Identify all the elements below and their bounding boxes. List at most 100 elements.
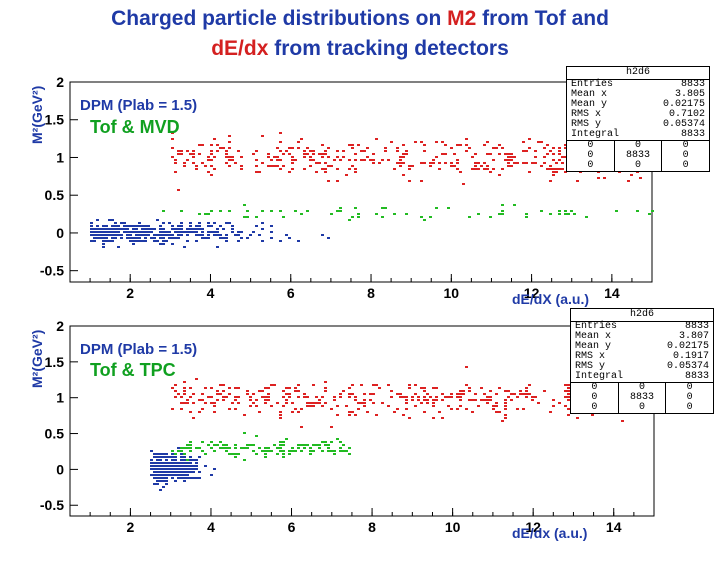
scatter-point	[111, 219, 114, 221]
scatter-point	[270, 159, 273, 161]
scatter-point	[450, 162, 453, 164]
scatter-point	[228, 447, 231, 449]
scatter-point	[420, 162, 423, 164]
scatter-point	[183, 468, 186, 470]
scatter-point	[138, 222, 141, 224]
scatter-point	[282, 450, 285, 452]
scatter-point	[177, 474, 180, 476]
scatter-point	[564, 144, 567, 146]
scatter-point	[549, 180, 552, 182]
scatter-point	[192, 156, 195, 158]
scatter-point	[363, 393, 366, 395]
scatter-point	[210, 225, 213, 227]
scatter-point	[234, 444, 237, 446]
stats-row: Integral 8833	[567, 130, 709, 140]
scatter-point	[558, 210, 561, 212]
scatter-point	[168, 231, 171, 233]
plot-frame	[69, 325, 655, 517]
tick-labels: -0.5 0 0.5 1 1.5 2 2 4 6 8 10 12 14	[40, 318, 622, 535]
scatter-point	[135, 240, 138, 242]
stats-grid-cell: 0	[567, 141, 615, 151]
scatter-point	[552, 405, 555, 407]
scatter-point	[300, 426, 303, 428]
scatter-point	[168, 468, 171, 470]
scatter-point	[522, 141, 525, 143]
scatter-point	[408, 417, 411, 419]
scatter-point	[315, 402, 318, 404]
scatter-point	[117, 246, 120, 248]
scatter-point	[306, 444, 309, 446]
scatter-point	[402, 162, 405, 164]
scatter-point	[195, 231, 198, 233]
scatter-point	[324, 387, 327, 389]
scatter-point	[258, 411, 261, 413]
scatter-point	[504, 402, 507, 404]
scatter-point	[294, 159, 297, 161]
scatter-point	[168, 234, 171, 236]
scatter-point	[558, 168, 561, 170]
scatter-point	[222, 399, 225, 401]
scatter-point	[354, 159, 357, 161]
scatter-point	[504, 405, 507, 407]
scatter-point	[546, 153, 549, 155]
scatter-point	[147, 234, 150, 236]
scatter-point	[225, 156, 228, 158]
scatter-point	[552, 168, 555, 170]
scatter-point	[219, 225, 222, 227]
scatter-point	[165, 480, 168, 482]
scatter-point	[99, 234, 102, 236]
scatter-point	[132, 240, 135, 242]
scatter-point	[171, 132, 174, 134]
scatter-point	[504, 390, 507, 392]
scatter-point	[372, 384, 375, 386]
scatter-point	[231, 231, 234, 233]
scatter-point	[429, 165, 432, 167]
scatter-point	[423, 396, 426, 398]
scatter-point	[111, 228, 114, 230]
scatter-point	[177, 465, 180, 467]
scatter-point	[525, 213, 528, 215]
scatter-point	[468, 390, 471, 392]
scatter-point	[174, 228, 177, 230]
scatter-point	[357, 402, 360, 404]
scatter-point	[552, 159, 555, 161]
scatter-point	[138, 240, 141, 242]
scatter-point	[402, 153, 405, 155]
scatter-point	[417, 399, 420, 401]
scatter-point	[309, 156, 312, 158]
scatter-point	[411, 396, 414, 398]
y-tick-label: -0.5	[40, 497, 64, 513]
scatter-point	[294, 408, 297, 410]
scatter-point	[96, 231, 99, 233]
scatter-point	[222, 390, 225, 392]
scatter-point	[507, 153, 510, 155]
scatter-point	[279, 414, 282, 416]
scatter-point	[381, 159, 384, 161]
scatter-point	[480, 387, 483, 389]
scatter-point	[336, 180, 339, 182]
scatter-point	[189, 468, 192, 470]
scatter-point	[150, 474, 153, 476]
scatter-point	[363, 399, 366, 401]
scatter-point	[543, 156, 546, 158]
scatter-point	[147, 231, 150, 233]
scatter-point	[102, 243, 105, 245]
scatter-point	[426, 393, 429, 395]
scatter-point	[603, 177, 606, 179]
scatter-point	[336, 156, 339, 158]
scatter-point	[564, 147, 567, 149]
scatter-point	[90, 240, 93, 242]
scatter-point	[456, 162, 459, 164]
scatter-point	[225, 450, 228, 452]
scatter-point	[207, 444, 210, 446]
scatter-plot-mvd: -0.5 0 0.5 1 1.5 2 2 4 6 8 10 12 14 M²(GeV²) dE/dX (…	[29, 74, 654, 307]
scatter-point	[138, 234, 141, 236]
scatter-point	[102, 240, 105, 242]
scatter-point	[159, 243, 162, 245]
scatter-point	[558, 402, 561, 404]
scatter-point	[237, 396, 240, 398]
scatter-point	[426, 402, 429, 404]
scatter-point	[546, 144, 549, 146]
scatter-point	[342, 444, 345, 446]
scatter-point	[507, 162, 510, 164]
